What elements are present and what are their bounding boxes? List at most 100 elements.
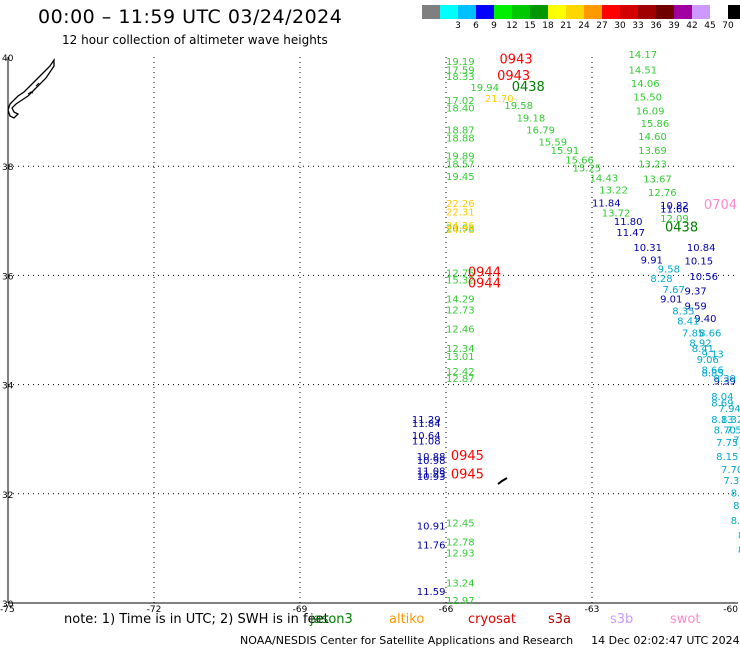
wave-height-label: 9.91: [641, 255, 663, 266]
pass-time-label: 0945: [451, 449, 484, 464]
color-scale-bar: [422, 5, 740, 19]
wave-height-label: 11.47: [616, 228, 645, 239]
wave-height-label: 8.66: [699, 329, 721, 340]
wave-height-label: 9.59: [684, 301, 706, 312]
wave-height-label: 14.17: [629, 50, 658, 61]
wave-height-label: 8.15: [716, 452, 738, 463]
wave-height-label: 20.98: [446, 224, 475, 235]
wave-height-label: 15.91: [551, 146, 580, 157]
color-scale-label: 42: [686, 21, 698, 31]
wave-height-label: 14.06: [631, 79, 660, 90]
wave-height-label: 11.84: [412, 419, 441, 430]
wave-height-label: 10.31: [633, 243, 662, 254]
wave-height-label: 11.08: [412, 437, 441, 448]
color-swatch: [530, 5, 548, 19]
wave-height-label: 10.91: [417, 521, 446, 532]
generated-timestamp: 14 Dec 02:02:47 UTC 2024: [591, 634, 740, 647]
wave-height-label: 7.59: [726, 426, 740, 437]
wave-height-label: 24.78: [446, 225, 475, 236]
wave-height-label: 17.02: [446, 96, 475, 107]
pass-time-label: 0943: [497, 69, 530, 84]
agency-credit: NOAA/NESDIS Center for Satellite Applica…: [240, 634, 574, 647]
wave-height-label: 8.70: [714, 426, 736, 437]
wave-height-label: 11.29: [412, 415, 441, 426]
wave-height-label: 10.98: [417, 456, 446, 467]
color-swatch: [620, 5, 638, 19]
wave-height-label: 17.59: [446, 65, 475, 76]
longitude-tick-label: -60: [723, 605, 738, 615]
page-subtitle: 12 hour collection of altimeter wave hei…: [62, 33, 328, 47]
wave-height-label: 8.85: [702, 368, 724, 379]
wave-height-label: 19.58: [504, 101, 533, 112]
wave-height-label: 18.87: [446, 125, 475, 136]
wave-height-label: 11.66: [660, 205, 689, 216]
wave-height-label: 10.93: [417, 472, 446, 483]
color-scale-label: 45: [704, 21, 716, 31]
wave-height-label: 18.88: [446, 134, 475, 145]
legend-item-altiko: altiko: [389, 612, 425, 627]
wave-height-label: 14.60: [638, 132, 667, 143]
color-scale-label: 18: [542, 21, 554, 31]
color-swatch: [656, 5, 674, 19]
nova-scotia-coast: [7, 57, 55, 119]
wave-height-label: 12.93: [446, 549, 475, 560]
latitude-tick-label: 30: [2, 600, 14, 610]
map-grid: [8, 57, 738, 603]
track-swot: 070404400707: [704, 198, 737, 213]
axis-ticks: 40 38 36 34 32 30-75 -72 -69 -66 -63 -60: [0, 54, 738, 615]
color-scale-label: 70: [722, 21, 734, 31]
wave-height-label: 14.29: [446, 295, 475, 306]
wave-height-label: 12.09: [660, 214, 689, 225]
color-scale-label: 39: [668, 21, 680, 31]
wave-height-label: 9.58: [658, 265, 680, 276]
wave-height-label: 12.97: [446, 596, 475, 607]
wave-height-label: 12.46: [446, 325, 475, 336]
coastline: [7, 57, 508, 485]
wave-height-label: 15.50: [633, 93, 662, 104]
wave-height-label: 9.40: [694, 314, 716, 325]
color-swatch: [440, 5, 458, 19]
color-swatch: [494, 5, 512, 19]
wave-height-label: 8.48: [731, 489, 740, 500]
color-swatch: [512, 5, 530, 19]
wave-height-label: 7.85: [682, 329, 704, 340]
wave-height-label: 11.84: [592, 199, 621, 210]
wave-height-label: 12.73: [446, 306, 475, 317]
wave-height-label: 10.15: [684, 256, 713, 267]
wave-height-label: 12.87: [446, 374, 475, 385]
wave-height-label: 7.94: [719, 404, 740, 415]
wave-height-label: 16.79: [526, 125, 555, 136]
longitude-tick-label: -72: [147, 605, 162, 615]
longitude-tick-label: -69: [293, 605, 308, 615]
latitude-tick-label: 34: [2, 382, 14, 392]
wave-height-label: 8.35: [672, 307, 694, 318]
wave-height-label: 8.43: [731, 516, 740, 527]
wave-height-label: 18.40: [446, 104, 475, 115]
wave-height-label: 13.69: [638, 146, 667, 157]
wave-height-label: 19.19: [446, 57, 475, 68]
wave-height-label: 22.31: [446, 207, 475, 218]
wave-height-label: 7.75: [716, 438, 738, 449]
color-scale-label: 27: [596, 21, 608, 31]
color-swatch: [728, 5, 740, 19]
wave-height-label: 15.25: [573, 164, 602, 175]
legend-item-jason3: jason3: [310, 612, 353, 627]
color-swatch: [476, 5, 494, 19]
wave-height-label: 11.23: [417, 469, 446, 480]
wave-height-label: 8.04: [711, 392, 733, 403]
wave-height-label: 8.41: [692, 344, 714, 355]
wave-height-label: 12.75: [446, 268, 475, 279]
track-jason3-dark: 043804380440: [512, 80, 698, 236]
color-swatch: [584, 5, 602, 19]
wave-height-label: 8.66: [702, 366, 724, 377]
color-scale-label: 24: [578, 21, 590, 31]
longitude-tick-label: -63: [585, 605, 600, 615]
wave-height-label: 12.76: [648, 188, 677, 199]
wave-height-label: 12.34: [446, 344, 475, 355]
wave-height-label: 13.24: [446, 579, 475, 590]
wave-height-label: 11.08: [417, 467, 446, 478]
legend-item-cryosat: cryosat: [468, 612, 516, 627]
